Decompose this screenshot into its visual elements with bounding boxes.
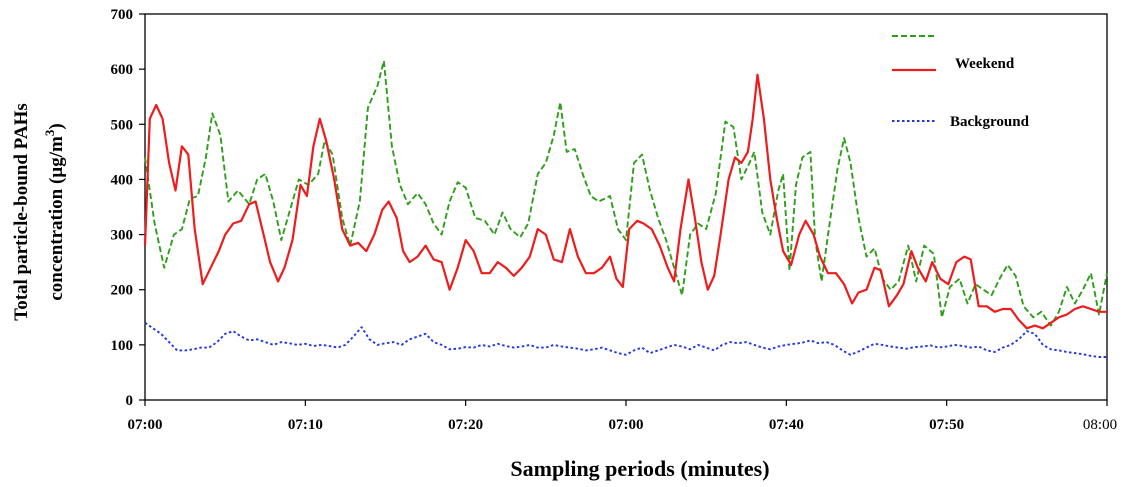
y-axis-title-line1: Total particle-bound PAHs [11,103,32,320]
x-axis-ticks: 07:00 07:10 07:20 07:00 07:40 07:50 08:00 [128,400,1117,433]
y-axis-title-group: Total particle-bound PAHs concentration … [11,103,67,320]
x-tick-label: 07:20 [448,417,483,433]
y-axis-ticks: 0 100 200 300 400 500 600 700 [111,7,145,409]
x-tick-label: 08:00 [1083,417,1117,433]
y-tick-label: 200 [111,283,134,299]
y-tick-label: 100 [111,338,134,354]
x-tick-label: 07:50 [929,417,964,433]
series-line-background [144,322,1107,358]
series-line-unlabeled [144,59,1108,327]
legend-label: Weekend [955,56,1015,72]
y-tick-label: 300 [111,228,134,244]
y-tick-label: 400 [111,172,134,188]
y-tick-label: 600 [111,62,134,78]
y-axis-title-close: ) [46,123,67,129]
x-tick-label: 07:10 [288,417,323,433]
y-axis-title-superscript: 3 [42,129,57,136]
y-tick-label: 700 [111,7,134,23]
y-axis-title-line2: concentration (µg/m3) [42,123,67,300]
series-group [143,59,1108,358]
x-tick-label: 07:40 [769,417,804,433]
x-tick-label: 07:00 [609,417,644,433]
x-axis-title: Sampling periods (minutes) [510,456,769,481]
y-axis-title-unit: concentration (µg/m [46,136,67,301]
y-tick-label: 500 [111,117,134,133]
legend-label: Background [950,114,1030,130]
x-tick-label: 07:00 [128,417,163,433]
legend: Weekend Background [892,35,1030,130]
y-tick-label: 0 [126,393,134,409]
series-line-weekend [143,73,1107,330]
